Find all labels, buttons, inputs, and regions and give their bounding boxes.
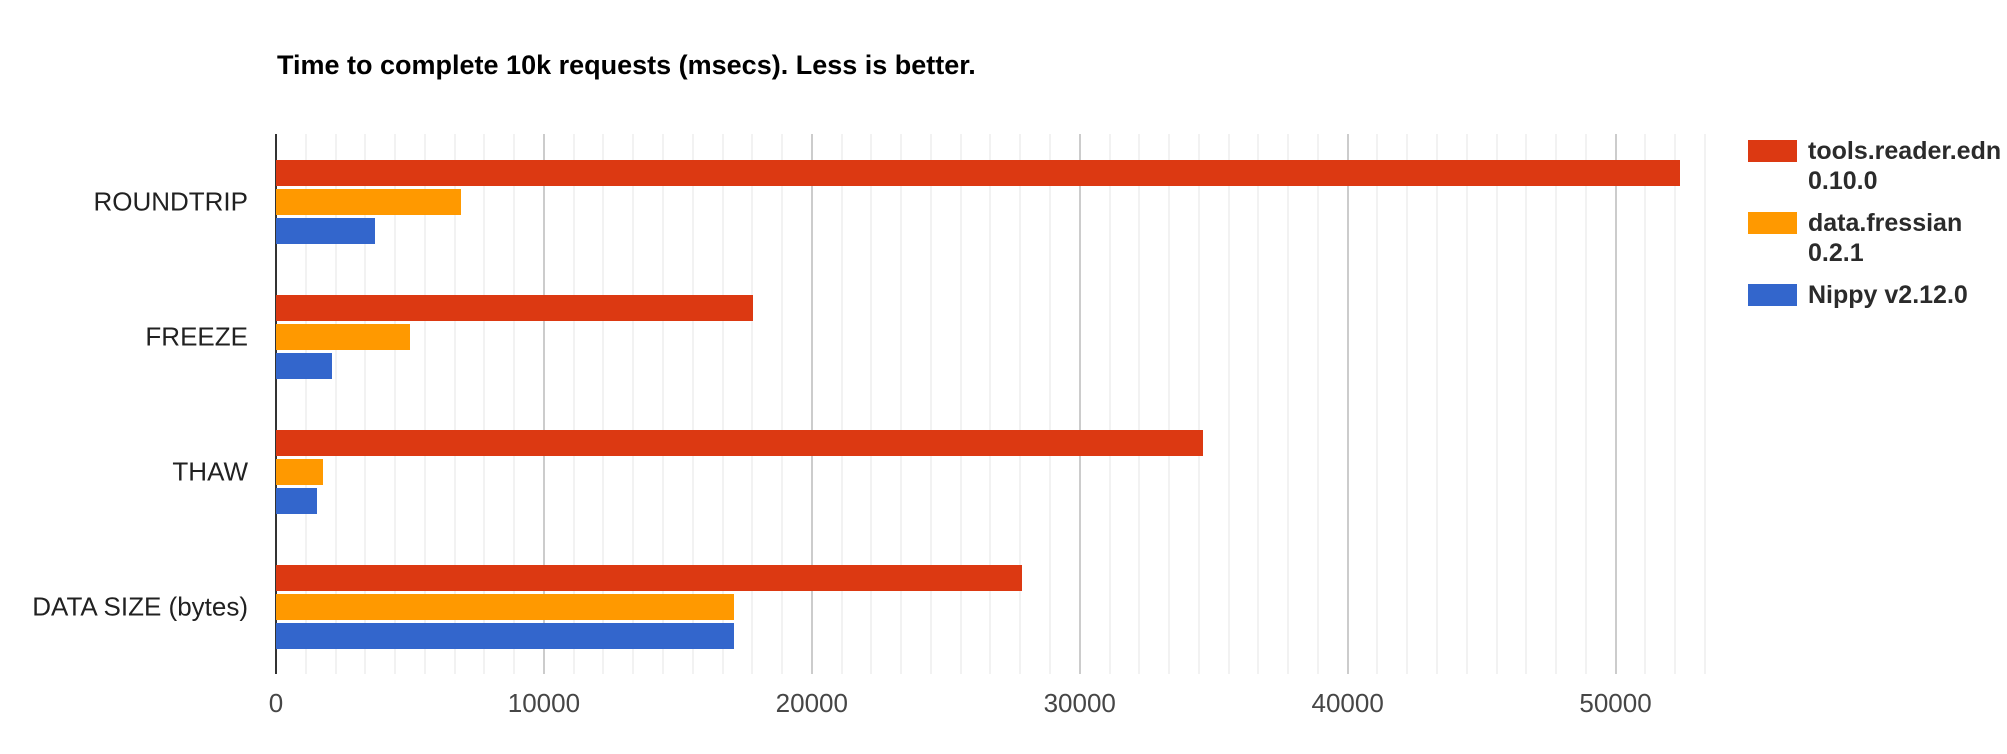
minor-gridline [870, 134, 873, 674]
bar[interactable] [276, 217, 376, 244]
major-gridline [542, 134, 545, 674]
minor-gridline [1435, 134, 1438, 674]
bar[interactable] [276, 429, 1203, 456]
minor-gridline [721, 134, 724, 674]
minor-gridline [1495, 134, 1498, 674]
minor-gridline [929, 134, 932, 674]
minor-gridline [1525, 134, 1528, 674]
legend-item: Nippy v2.12.0 [1748, 280, 2003, 310]
minor-gridline [959, 134, 962, 674]
legend-label: tools.reader.edn 0.10.0 [1808, 137, 2002, 195]
minor-gridline [781, 134, 784, 674]
minor-gridline [1674, 134, 1677, 674]
minor-gridline [1376, 134, 1379, 674]
category-label: FREEZE [145, 321, 248, 351]
minor-gridline [691, 134, 694, 674]
legend-swatch [1748, 284, 1797, 306]
x-tick-label: 40000 [1311, 688, 1384, 718]
bar[interactable] [276, 564, 1023, 591]
bar[interactable] [276, 622, 735, 649]
minor-gridline [1049, 134, 1051, 674]
minor-gridline [334, 134, 337, 674]
minor-gridline [423, 134, 426, 674]
minor-gridline [1555, 134, 1557, 674]
minor-gridline [1019, 134, 1022, 674]
bar[interactable] [276, 593, 735, 620]
minor-gridline [1287, 134, 1290, 674]
minor-gridline [1584, 134, 1587, 674]
legend-swatch [1748, 212, 1797, 234]
legend-swatch [1748, 140, 1797, 162]
legend: tools.reader.edn 0.10.0 data.fressian 0.2.1… [1748, 136, 2003, 322]
minor-gridline [513, 134, 516, 674]
x-tick-label: 30000 [1043, 688, 1116, 718]
major-gridline [1614, 134, 1617, 674]
minor-gridline [1227, 134, 1230, 674]
category-label: THAW [172, 456, 248, 486]
minor-gridline [602, 134, 605, 674]
category-label: ROUNDTRIP [93, 186, 248, 216]
bar-group-roundtrip [276, 134, 1712, 269]
bar[interactable] [276, 159, 1680, 186]
bar-group-data-size-bytes- [276, 539, 1712, 674]
minor-gridline [1703, 134, 1706, 674]
minor-gridline [304, 134, 307, 674]
y-axis-baseline [275, 134, 277, 674]
major-gridline [810, 134, 813, 674]
bar[interactable] [276, 458, 323, 485]
major-gridline [1078, 134, 1081, 674]
minor-gridline [1257, 134, 1260, 674]
minor-gridline [1406, 134, 1409, 674]
x-tick-label: 50000 [1579, 688, 1652, 718]
category-label: DATA SIZE (bytes) [32, 591, 248, 621]
major-gridline [1346, 134, 1349, 674]
minor-gridline [1138, 134, 1141, 674]
minor-gridline [1465, 134, 1468, 674]
x-tick-label: 10000 [507, 688, 581, 718]
minor-gridline [483, 134, 486, 674]
minor-gridline [751, 134, 754, 674]
minor-gridline [840, 134, 843, 674]
minor-gridline [453, 134, 456, 674]
minor-gridline [364, 134, 367, 674]
x-tick-label: 20000 [775, 688, 848, 718]
bar[interactable] [276, 323, 410, 350]
bar-group-freeze [276, 269, 1712, 404]
minor-gridline [1644, 134, 1647, 674]
minor-gridline [1316, 134, 1319, 674]
bar[interactable] [276, 294, 753, 321]
bar-groups [276, 134, 1712, 674]
minor-gridline [989, 134, 992, 674]
minor-gridline [1197, 134, 1200, 674]
minor-gridline [632, 134, 635, 674]
bar[interactable] [276, 188, 461, 215]
minor-gridline [1168, 134, 1170, 674]
x-tick-label: 0 [268, 688, 284, 718]
legend-label: data.fressian 0.2.1 [1808, 209, 1963, 267]
minor-gridline [1108, 134, 1111, 674]
legend-label: Nippy v2.12.0 [1808, 281, 1968, 309]
bar[interactable] [276, 487, 317, 514]
bar-group-thaw [276, 404, 1712, 539]
minor-gridline [572, 134, 575, 674]
minor-gridline [394, 134, 397, 674]
chart-title: Time to complete 10k requests (msecs). L… [277, 50, 976, 80]
plot-area [275, 134, 1712, 674]
minor-gridline [662, 134, 664, 674]
legend-item: tools.reader.edn 0.10.0 [1748, 136, 2003, 196]
bar[interactable] [276, 352, 333, 379]
minor-gridline [900, 134, 903, 674]
legend-item: data.fressian 0.2.1 [1748, 208, 2003, 268]
